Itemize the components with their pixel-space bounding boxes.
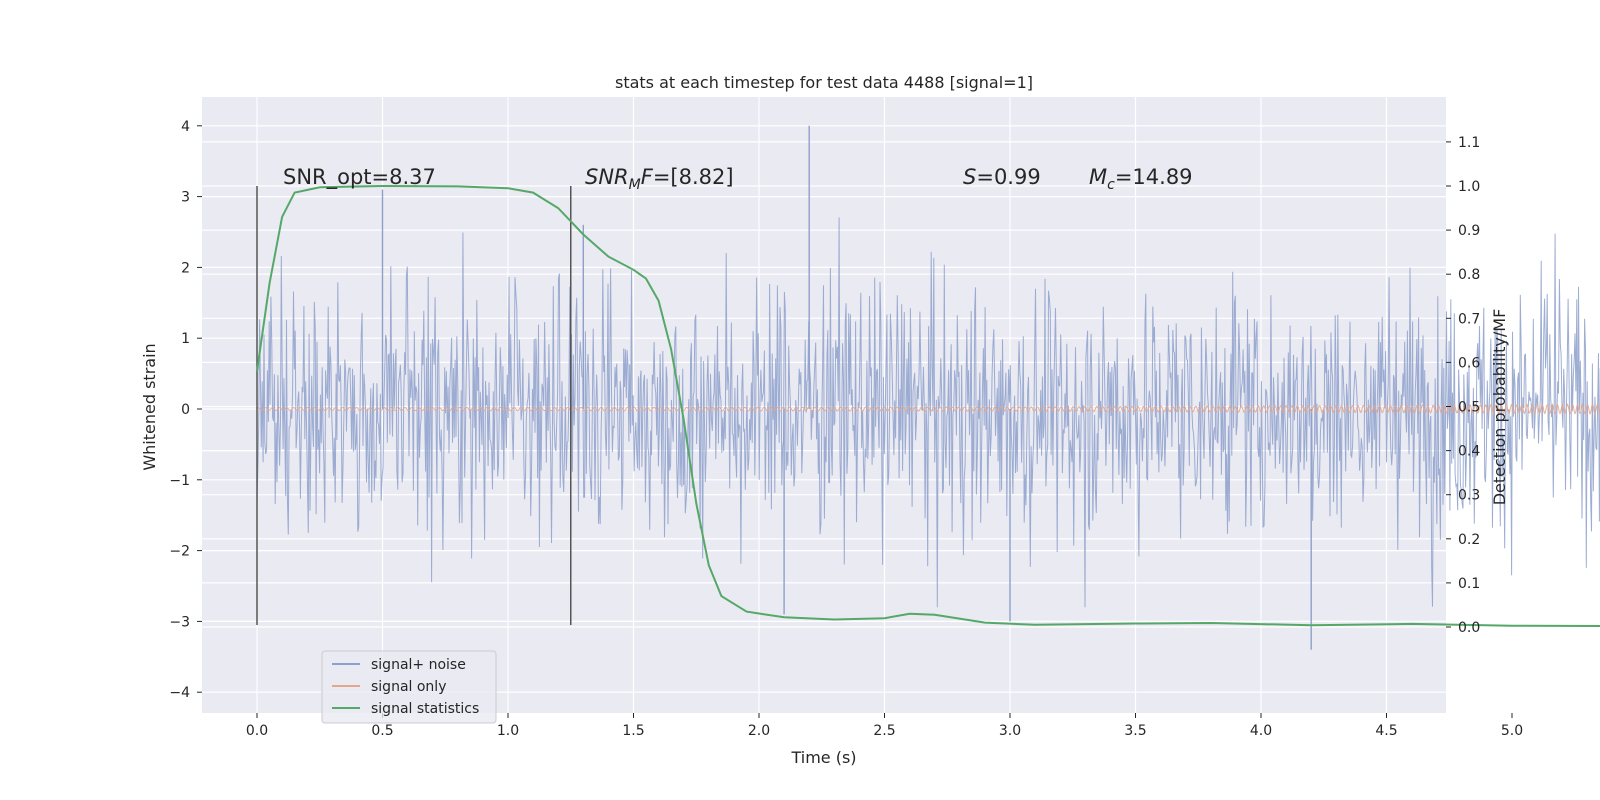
legend-label-signal-statistics: signal statistics [371,701,479,717]
legend-label-signal-noise: signal+ noise [371,657,466,673]
x-tick-label: 4.0 [1250,723,1272,739]
chart-title: stats at each timestep for test data 448… [615,73,1033,92]
series-signal-noise [256,125,1600,650]
y-axis-ticks: 4 3 2 1 0 −1 −2 −3 −4 [169,119,202,701]
annotation-mc-value: =14.89 [1115,165,1193,189]
annotation-snr-mf-value: =[8.82] [653,165,734,189]
series-signal-only [256,403,1600,415]
legend-box [321,650,497,724]
y-tick-label: −1 [169,473,190,489]
x-tick-label: 2.0 [748,723,770,739]
y-tick-label: −3 [169,614,190,630]
x-tick-label: 5.0 [1501,723,1523,739]
annotations: SNR_opt=8.37 SNRMF=[8.82] S=0.99 Mc=14.8… [283,165,1193,193]
y-tick-label: 4 [181,119,190,135]
y-axis-label: Whitened strain [140,343,159,470]
x-tick-label: 2.5 [873,723,895,739]
y2-tick-label: 1.1 [1458,135,1480,151]
y-tick-label: 2 [181,260,190,276]
y2-tick-label: 0.5 [1458,400,1480,416]
y2-tick-label: 0.8 [1458,267,1480,283]
y2-tick-label: 0.3 [1458,488,1480,504]
annotation-s-prefix: S [963,165,976,189]
x-tick-label: 1.0 [497,723,519,739]
annotation-snr-mf-suffix: F [641,165,654,189]
y2-tick-label: 0.0 [1458,620,1480,636]
annotation-s-value: =0.99 [976,165,1040,189]
annotation-snr-mf-sub: M [629,177,641,193]
y2-axis-label: Detection probability/MF [1490,309,1509,506]
y-tick-label: 3 [181,190,190,206]
annotation-snr-mf: SNRMF=[8.82] [585,165,734,193]
statistics-line [256,184,1600,627]
legend: signal+ noise signal only signal statist… [321,650,497,724]
annotation-mc-sub: c [1107,177,1115,193]
x-tick-label: 0.0 [246,723,268,739]
y2-tick-label: 0.4 [1458,444,1480,460]
y2-axis-ticks: 1.1 1.0 0.9 0.8 0.7 0.6 0.5 0.4 0.3 0.2 0.1 0.0 [1446,135,1480,636]
y2-tick-label: 0.2 [1458,532,1480,548]
vertical-markers [256,185,572,625]
x-tick-label: 3.0 [999,723,1021,739]
y-tick-label: −2 [169,544,190,560]
signal-trace [256,403,1600,415]
x-axis-ticks: 0.00.51.01.52.02.53.03.54.04.55.05.56.06… [246,713,1523,739]
x-axis-label: Time (s) [790,748,856,767]
annotation-mc-prefix: M [1089,165,1107,189]
y2-tick-label: 0.7 [1458,311,1480,327]
x-tick-label: 4.5 [1375,723,1397,739]
annotation-snr-mf-prefix: SNR [585,165,629,189]
y2-tick-label: 0.6 [1458,355,1480,371]
y-tick-label: 1 [181,331,190,347]
x-tick-label: 0.5 [371,723,393,739]
annotation-mc: Mc=14.89 [1089,165,1193,193]
annotation-snr-opt: SNR_opt=8.37 [283,165,436,190]
y2-tick-label: 1.0 [1458,179,1480,195]
legend-label-signal-only: signal only [371,679,446,695]
x-tick-label: 1.5 [622,723,644,739]
series-signal-statistics [256,184,1600,627]
noise-trace [256,217,1600,608]
y-tick-label: −4 [169,685,190,701]
annotation-s: S=0.99 [963,165,1041,189]
y2-tick-label: 0.1 [1458,576,1480,592]
y-tick-label: 0 [181,402,190,418]
y2-tick-label: 0.9 [1458,223,1480,239]
x-tick-label: 3.5 [1124,723,1146,739]
